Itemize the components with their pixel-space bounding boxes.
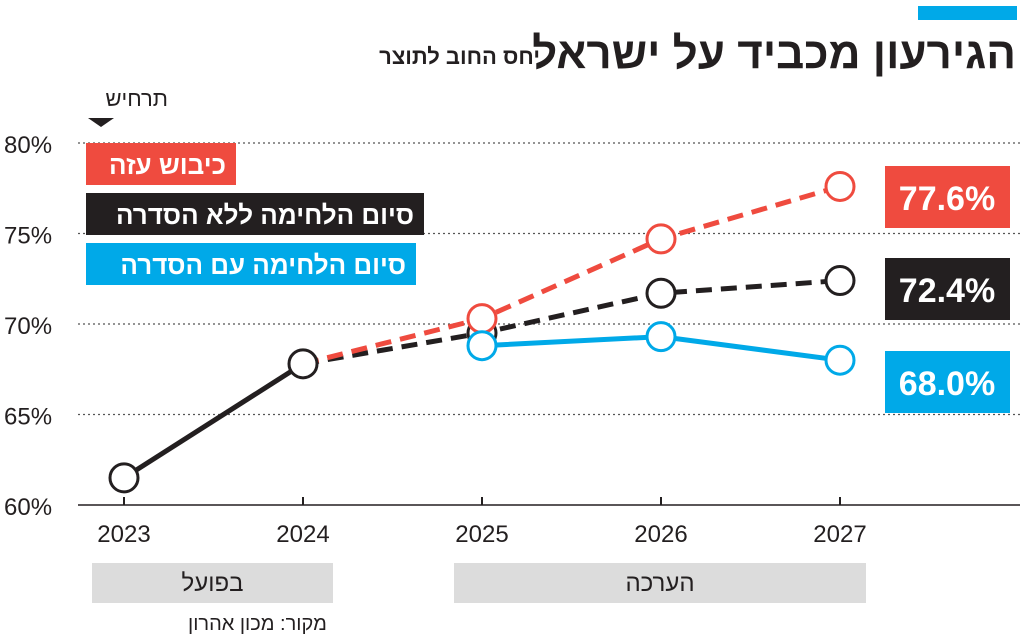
source-note: מקור: מכון אהרון	[188, 613, 327, 635]
x-tick-label: 2027	[813, 521, 866, 548]
actual-line	[122, 361, 305, 480]
data-point	[645, 321, 677, 353]
legend-swatch	[86, 193, 424, 235]
series-1-line	[302, 278, 841, 367]
scenario-arrow-icon	[88, 118, 114, 127]
y-tick-label: 60%	[4, 494, 52, 521]
y-tick-label: 75%	[4, 223, 52, 250]
data-point	[824, 170, 856, 202]
period-band	[454, 563, 866, 603]
end-value-label: 68.0%	[899, 365, 995, 403]
data-point	[645, 277, 677, 309]
legend-label: סיום הלחימה ללא הסדרה	[116, 200, 414, 230]
legend-swatch	[86, 243, 416, 285]
series-0-line	[302, 184, 841, 367]
legend-label: כיבוש עזה	[109, 150, 226, 180]
x-tick-label: 2026	[634, 521, 687, 548]
y-tick-label: 65%	[4, 404, 52, 431]
period-band	[92, 563, 333, 603]
legend-swatch	[86, 143, 236, 185]
end-value-box	[885, 166, 1010, 228]
data-point	[108, 462, 140, 494]
period-label: הערכה	[625, 570, 694, 597]
data-point	[287, 348, 319, 380]
data-point	[824, 344, 856, 376]
data-point	[466, 330, 498, 362]
chart-subtitle: יחס החוב לתוצר	[379, 44, 540, 69]
x-tick-label: 2023	[97, 521, 150, 548]
end-value-label: 77.6%	[899, 180, 995, 218]
end-value-label: 72.4%	[899, 272, 995, 310]
accent-bar	[918, 6, 1017, 20]
scenario-label: תרחיש	[105, 86, 168, 111]
y-tick-label: 80%	[4, 132, 52, 159]
legend-label: סיום הלחימה עם הסדרה	[120, 250, 406, 280]
y-tick-label: 70%	[4, 313, 52, 340]
chart-title: הגירעון מכביד על ישראל	[532, 29, 1016, 78]
period-label: בפועל	[182, 570, 244, 597]
x-tick-label: 2024	[276, 521, 329, 548]
end-value-box	[885, 258, 1010, 320]
data-point	[466, 303, 498, 335]
x-tick-label: 2025	[455, 521, 508, 548]
data-point	[645, 223, 677, 255]
data-point	[824, 265, 856, 297]
end-value-box	[885, 351, 1010, 413]
